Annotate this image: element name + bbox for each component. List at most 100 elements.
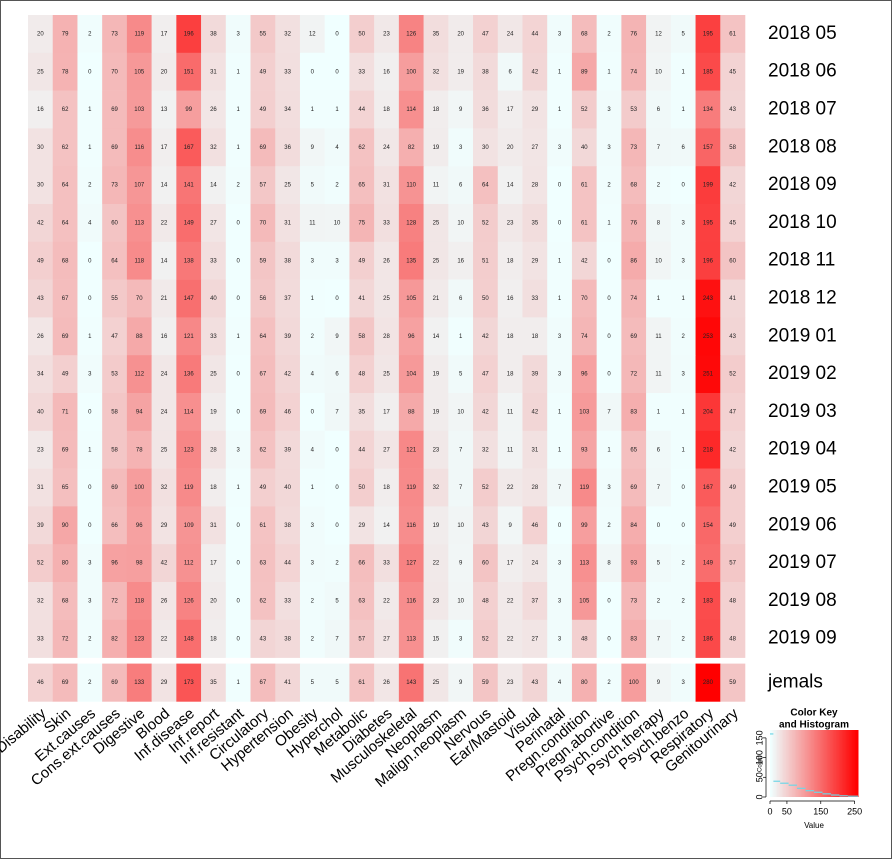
cell-label: 2 (311, 636, 315, 642)
cell-label: 6 (508, 69, 512, 75)
cell-label: 39 (284, 334, 291, 340)
cell-label: 42 (37, 220, 44, 226)
cell (374, 90, 400, 129)
cell (225, 430, 251, 469)
cell (473, 317, 499, 356)
cell (225, 619, 251, 658)
cell-label: 42 (581, 258, 588, 264)
cell (77, 241, 103, 280)
cell-label: 1 (682, 447, 686, 453)
cell (621, 393, 647, 432)
cell-label: 0 (607, 258, 611, 264)
cell (126, 355, 152, 394)
cell-label: 2 (335, 183, 339, 189)
cell (176, 582, 202, 621)
cell-label: 204 (703, 409, 714, 415)
cell-label: 7 (657, 636, 661, 642)
cell (299, 279, 325, 318)
cell-label: 0 (335, 31, 339, 37)
cell (250, 90, 276, 129)
cell-label: 48 (581, 636, 588, 642)
cell (473, 393, 499, 432)
cell (497, 166, 523, 205)
cell (398, 619, 424, 658)
cell (52, 166, 78, 205)
cell (28, 582, 54, 621)
cell (151, 393, 177, 432)
cell-label: 0 (236, 296, 240, 302)
cell-label: 8 (607, 561, 611, 567)
cell (77, 430, 103, 469)
cell-label: 3 (607, 145, 611, 151)
key-gradient (816, 730, 819, 797)
cell (250, 355, 276, 394)
cell (77, 128, 103, 167)
key-gradient (818, 730, 821, 797)
cell-label: 88 (136, 334, 143, 340)
cell (596, 204, 622, 243)
cell-label: 138 (184, 258, 195, 264)
cell (52, 582, 78, 621)
cell (126, 468, 152, 507)
cell (646, 128, 672, 167)
cell-label: 29 (358, 523, 365, 529)
cell (77, 279, 103, 318)
cell-label: 0 (88, 258, 92, 264)
cell-label: 33 (210, 334, 217, 340)
row-label: 2018 06 (768, 61, 837, 82)
cell-label: 25 (37, 69, 44, 75)
cell (77, 15, 103, 54)
cell (423, 279, 449, 318)
cell-label: 1 (607, 220, 611, 226)
cell (621, 52, 647, 91)
cell (77, 355, 103, 394)
cell (28, 317, 54, 356)
cell-label: 53 (630, 107, 637, 113)
cell (670, 506, 696, 545)
cell-label: 3 (558, 636, 562, 642)
cell (28, 468, 54, 507)
key-gradient (814, 730, 816, 797)
cell-label: 50 (358, 31, 365, 37)
cell-label: 3 (558, 598, 562, 604)
cell (720, 279, 746, 318)
cell (670, 52, 696, 91)
cell (473, 241, 499, 280)
cell (522, 52, 548, 91)
cell (423, 544, 449, 583)
key-gradient (821, 730, 824, 797)
cell (522, 317, 548, 356)
cell-label: 23 (507, 680, 514, 686)
cell (571, 52, 597, 91)
cell-label: 123 (184, 447, 195, 453)
cell-label: 9 (459, 680, 463, 686)
cell-label: 61 (260, 523, 267, 529)
cell (423, 166, 449, 205)
cell (201, 317, 227, 356)
cell-label: 167 (184, 145, 195, 151)
cell-label: 4 (335, 145, 339, 151)
cell-label: 66 (111, 523, 118, 529)
cell (423, 90, 449, 129)
cell (423, 430, 449, 469)
cell (151, 619, 177, 658)
cell-label: 2 (311, 598, 315, 604)
cell-label: 46 (532, 523, 539, 529)
cell-label: 39 (284, 447, 291, 453)
cell-label: 119 (580, 485, 590, 491)
cell (374, 468, 400, 507)
cell (52, 128, 78, 167)
cell (398, 128, 424, 167)
cell-label: 73 (111, 31, 118, 37)
cell (250, 204, 276, 243)
cell (52, 279, 78, 318)
cell (448, 619, 474, 658)
cell (448, 393, 474, 432)
cell-label: 51 (482, 258, 489, 264)
cell-label: 5 (335, 680, 339, 686)
cell (473, 506, 499, 545)
cell (275, 619, 301, 658)
cell (201, 90, 227, 129)
cell (77, 90, 103, 129)
